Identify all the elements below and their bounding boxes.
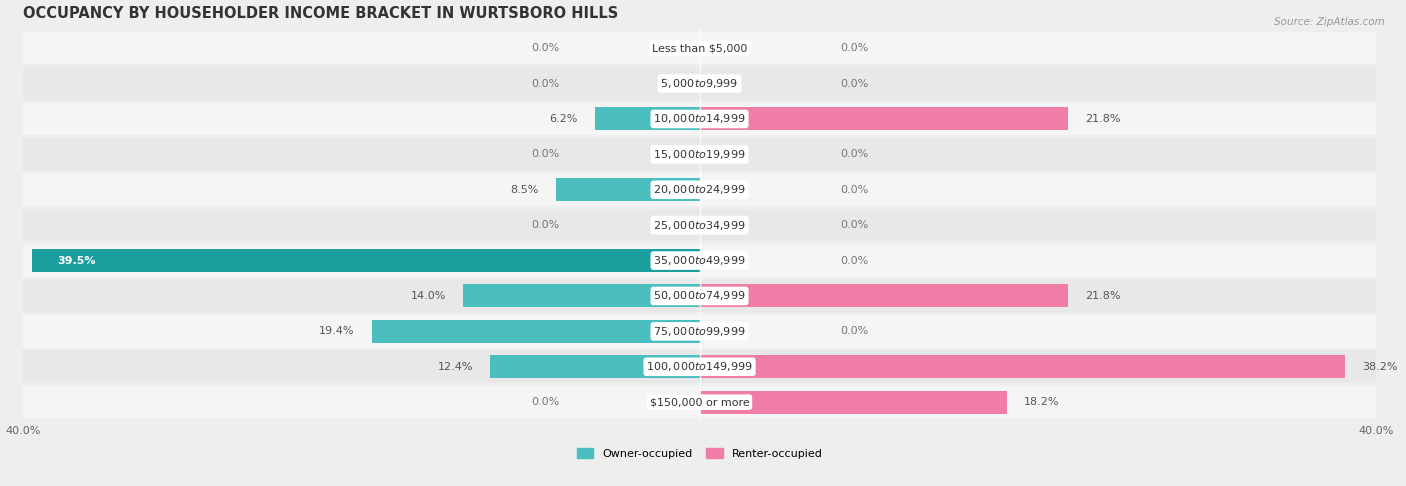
Text: 0.0%: 0.0% — [839, 79, 868, 88]
Text: $100,000 to $149,999: $100,000 to $149,999 — [647, 360, 752, 373]
Text: 0.0%: 0.0% — [531, 149, 560, 159]
Bar — [24, 244, 1376, 277]
Bar — [24, 138, 1376, 171]
Bar — [24, 315, 1376, 347]
Text: $10,000 to $14,999: $10,000 to $14,999 — [654, 112, 745, 125]
Bar — [371, 320, 700, 343]
Text: 0.0%: 0.0% — [839, 43, 868, 53]
Text: Source: ZipAtlas.com: Source: ZipAtlas.com — [1274, 17, 1385, 27]
Text: Less than $5,000: Less than $5,000 — [652, 43, 747, 53]
Bar — [700, 391, 1007, 414]
Text: 0.0%: 0.0% — [839, 185, 868, 195]
Text: 21.8%: 21.8% — [1085, 291, 1121, 301]
Text: $50,000 to $74,999: $50,000 to $74,999 — [654, 290, 745, 302]
Bar — [24, 386, 1376, 418]
Text: 8.5%: 8.5% — [510, 185, 538, 195]
Text: OCCUPANCY BY HOUSEHOLDER INCOME BRACKET IN WURTSBORO HILLS: OCCUPANCY BY HOUSEHOLDER INCOME BRACKET … — [24, 5, 619, 20]
Bar — [24, 279, 1376, 312]
Text: 39.5%: 39.5% — [58, 256, 96, 265]
Legend: Owner-occupied, Renter-occupied: Owner-occupied, Renter-occupied — [572, 444, 827, 463]
Text: 0.0%: 0.0% — [839, 327, 868, 336]
Bar — [24, 174, 1376, 206]
Text: $25,000 to $34,999: $25,000 to $34,999 — [654, 219, 745, 232]
Text: 19.4%: 19.4% — [319, 327, 354, 336]
Text: 12.4%: 12.4% — [437, 362, 472, 372]
Bar — [24, 67, 1376, 100]
Text: $15,000 to $19,999: $15,000 to $19,999 — [654, 148, 745, 161]
Bar — [32, 249, 700, 272]
Bar — [24, 209, 1376, 242]
Text: $5,000 to $9,999: $5,000 to $9,999 — [661, 77, 738, 90]
Text: 0.0%: 0.0% — [839, 220, 868, 230]
Bar — [700, 107, 1069, 130]
Text: 21.8%: 21.8% — [1085, 114, 1121, 124]
Text: 6.2%: 6.2% — [550, 114, 578, 124]
Bar — [24, 350, 1376, 383]
Text: $20,000 to $24,999: $20,000 to $24,999 — [654, 183, 745, 196]
Bar — [555, 178, 700, 201]
Text: $75,000 to $99,999: $75,000 to $99,999 — [654, 325, 745, 338]
Bar — [24, 103, 1376, 135]
Text: 0.0%: 0.0% — [531, 220, 560, 230]
Text: 0.0%: 0.0% — [839, 256, 868, 265]
Text: 0.0%: 0.0% — [531, 79, 560, 88]
Bar — [700, 284, 1069, 308]
Text: 0.0%: 0.0% — [839, 149, 868, 159]
Text: $150,000 or more: $150,000 or more — [650, 397, 749, 407]
Text: 0.0%: 0.0% — [531, 397, 560, 407]
Bar — [700, 355, 1346, 378]
Text: 0.0%: 0.0% — [531, 43, 560, 53]
Bar — [24, 32, 1376, 65]
Bar — [463, 284, 700, 308]
Text: 38.2%: 38.2% — [1362, 362, 1398, 372]
Bar — [489, 355, 700, 378]
Text: 14.0%: 14.0% — [411, 291, 446, 301]
Text: $35,000 to $49,999: $35,000 to $49,999 — [654, 254, 745, 267]
Text: 18.2%: 18.2% — [1024, 397, 1060, 407]
Bar — [595, 107, 700, 130]
